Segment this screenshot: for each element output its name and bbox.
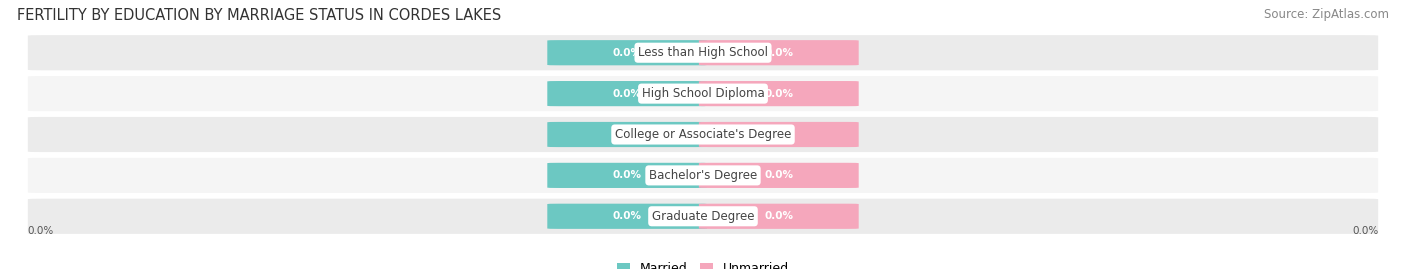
- Text: FERTILITY BY EDUCATION BY MARRIAGE STATUS IN CORDES LAKES: FERTILITY BY EDUCATION BY MARRIAGE STATU…: [17, 8, 501, 23]
- FancyBboxPatch shape: [547, 204, 707, 229]
- FancyBboxPatch shape: [28, 199, 1378, 234]
- Text: Less than High School: Less than High School: [638, 46, 768, 59]
- FancyBboxPatch shape: [699, 163, 859, 188]
- FancyBboxPatch shape: [28, 35, 1378, 70]
- FancyBboxPatch shape: [699, 40, 859, 65]
- Text: 0.0%: 0.0%: [765, 48, 793, 58]
- Text: 0.0%: 0.0%: [28, 226, 53, 236]
- Text: 0.0%: 0.0%: [765, 170, 793, 180]
- FancyBboxPatch shape: [699, 122, 859, 147]
- FancyBboxPatch shape: [547, 40, 707, 65]
- Text: Bachelor's Degree: Bachelor's Degree: [650, 169, 756, 182]
- Text: 0.0%: 0.0%: [613, 89, 641, 99]
- Text: Graduate Degree: Graduate Degree: [652, 210, 754, 223]
- Text: 0.0%: 0.0%: [765, 129, 793, 140]
- Text: 0.0%: 0.0%: [765, 89, 793, 99]
- FancyBboxPatch shape: [547, 122, 707, 147]
- FancyBboxPatch shape: [699, 204, 859, 229]
- Text: High School Diploma: High School Diploma: [641, 87, 765, 100]
- Text: Source: ZipAtlas.com: Source: ZipAtlas.com: [1264, 8, 1389, 21]
- Text: 0.0%: 0.0%: [613, 211, 641, 221]
- FancyBboxPatch shape: [547, 81, 707, 106]
- Text: 0.0%: 0.0%: [613, 170, 641, 180]
- Text: 0.0%: 0.0%: [765, 211, 793, 221]
- FancyBboxPatch shape: [28, 76, 1378, 111]
- FancyBboxPatch shape: [28, 158, 1378, 193]
- Text: College or Associate's Degree: College or Associate's Degree: [614, 128, 792, 141]
- Text: 0.0%: 0.0%: [613, 129, 641, 140]
- Text: 0.0%: 0.0%: [613, 48, 641, 58]
- FancyBboxPatch shape: [699, 81, 859, 106]
- FancyBboxPatch shape: [547, 163, 707, 188]
- Legend: Married, Unmarried: Married, Unmarried: [617, 263, 789, 269]
- Text: 0.0%: 0.0%: [1353, 226, 1378, 236]
- FancyBboxPatch shape: [28, 117, 1378, 152]
